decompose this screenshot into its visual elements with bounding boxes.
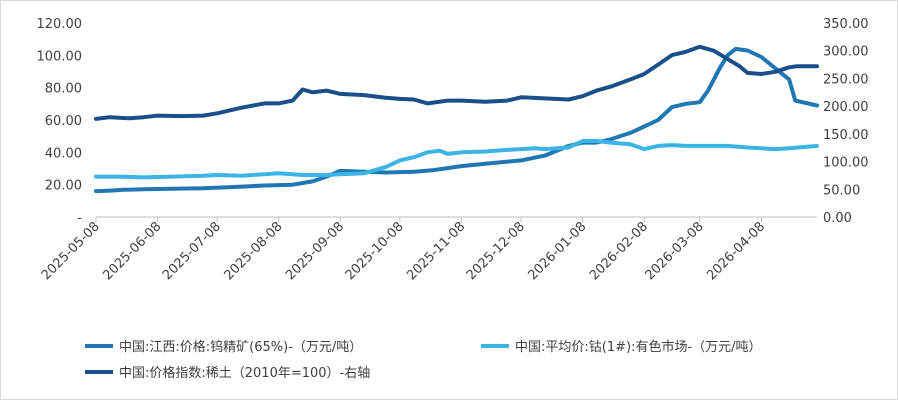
x-axis-tick-label: 2025-11-08 <box>404 219 468 283</box>
right-axis-tick-label: 200.00 <box>823 100 869 115</box>
right-axis-tick-label: 50.00 <box>823 183 860 198</box>
series-line-1 <box>94 46 819 194</box>
right-axis-tick-label: 350.00 <box>823 17 869 32</box>
legend-label-2: 中国:平均价:钴(1#):有色市场-（万元/吨） <box>515 339 762 355</box>
series-line-2 <box>94 139 819 180</box>
left-axis-tick-label: 20.00 <box>45 179 82 194</box>
left-axis-tick-label: 40.00 <box>45 146 82 161</box>
left-axis-tick-label: - <box>77 211 82 226</box>
right-axis-tick-label: 100.00 <box>823 156 869 171</box>
series-line-3 <box>94 44 819 121</box>
x-axis-tick-label: 2026-03-08 <box>643 219 707 283</box>
right-axis-tick-label: 150.00 <box>823 128 869 143</box>
x-axis-tick-label: 2025-08-08 <box>222 219 286 283</box>
left-axis-tick-label: 80.00 <box>45 82 82 97</box>
right-axis-tick-label: 300.00 <box>823 45 869 60</box>
x-axis-tick-label: 2025-06-08 <box>100 219 164 283</box>
x-axis-tick-label: 2025-07-08 <box>160 219 224 283</box>
right-axis-tick-label: 0.00 <box>823 211 852 226</box>
left-axis-tick-label: 60.00 <box>45 114 82 129</box>
x-axis-tick-label: 2025-10-08 <box>343 219 407 283</box>
x-axis-tick-label: 2026-04-08 <box>704 219 768 283</box>
left-axis-tick-label: 100.00 <box>37 49 83 64</box>
legend-label-3: 中国:价格指数:稀土（2010年=100）-右轴 <box>119 365 370 381</box>
x-axis-tick-label: 2026-02-08 <box>587 219 651 283</box>
left-axis-tick-label: 120.00 <box>37 17 83 32</box>
x-axis-tick-label: 2025-05-08 <box>39 219 103 283</box>
x-axis-tick-label: 2025-12-08 <box>464 219 528 283</box>
legend-label-1: 中国:江西:价格:钨精矿(65%)-（万元/吨） <box>119 339 362 355</box>
x-axis-tick-label: 2026-01-08 <box>525 219 589 283</box>
x-axis-tick-label: 2025-09-08 <box>283 219 347 283</box>
right-axis-tick-label: 250.00 <box>823 72 869 87</box>
